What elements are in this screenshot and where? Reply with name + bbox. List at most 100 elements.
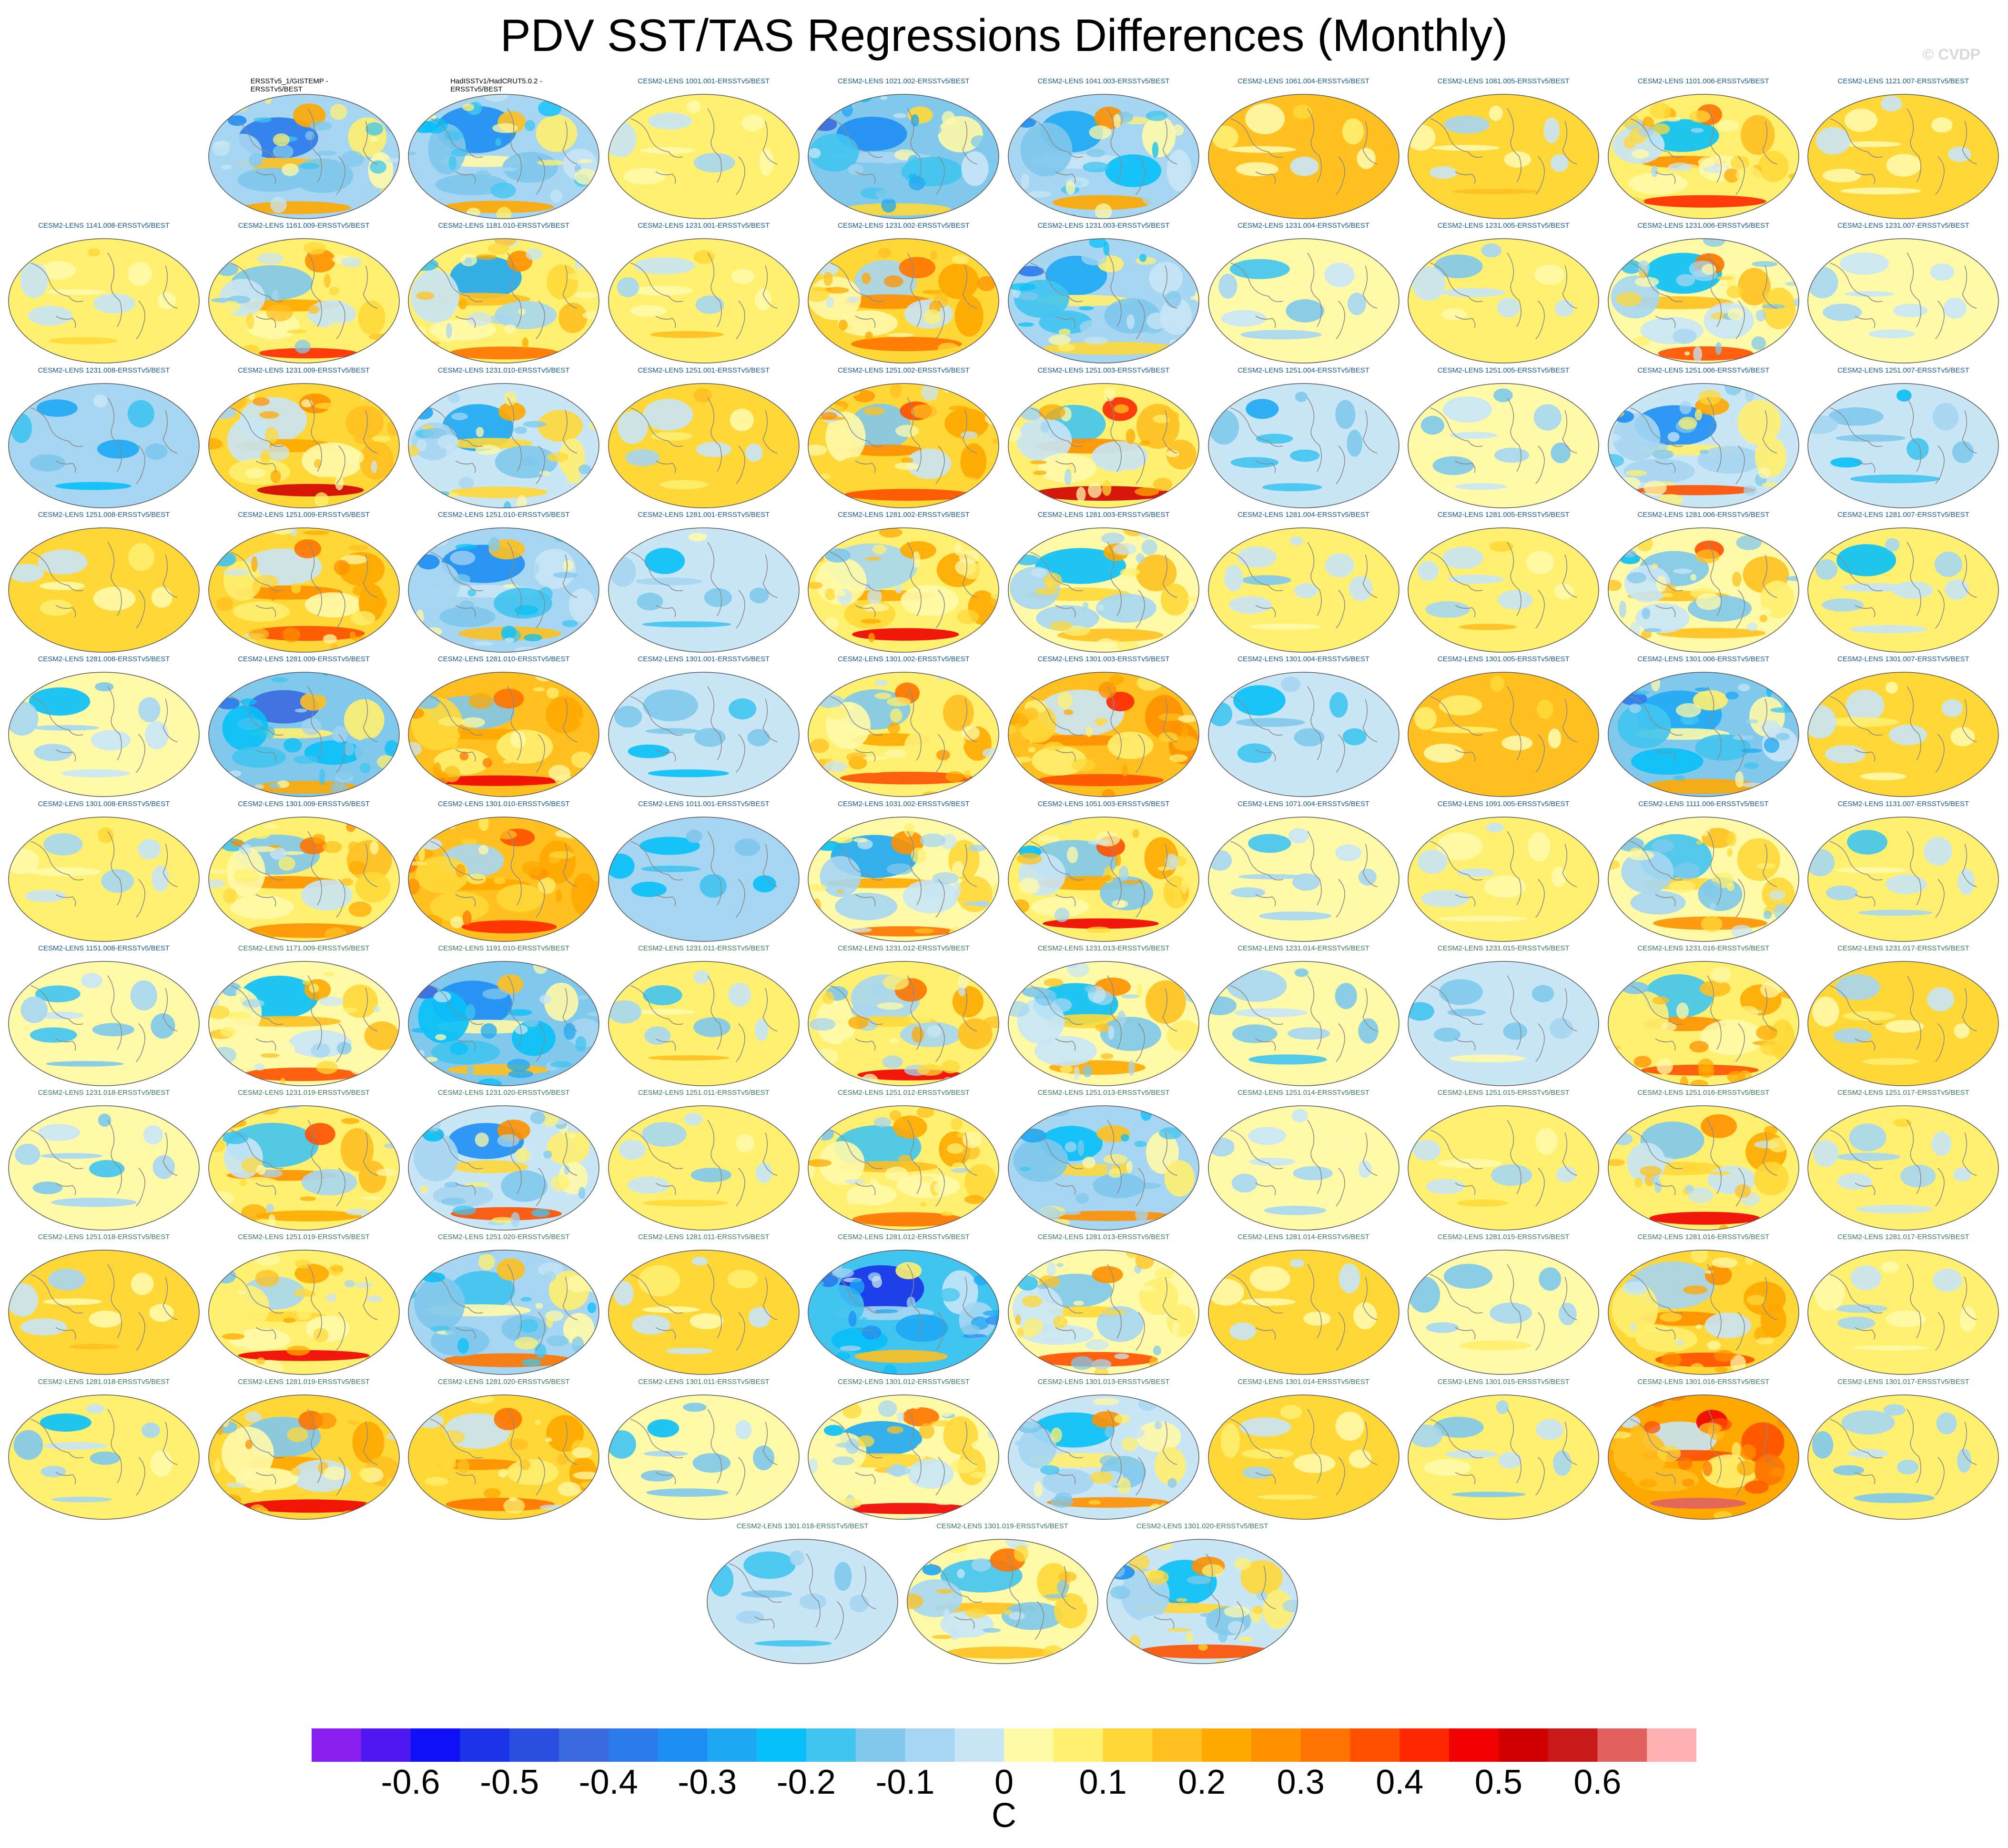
map-panel: CESM2-LENS 1111.006-ERSSTv5/BEST xyxy=(1607,800,1800,942)
anomaly-cell xyxy=(376,1169,397,1176)
map-panel: CESM2-LENS 1151.008-ERSSTv5/BEST xyxy=(8,944,200,1087)
anomaly-region xyxy=(736,1134,754,1152)
anomaly-cell xyxy=(1106,1509,1119,1519)
anomaly-region xyxy=(34,744,72,761)
anomaly-cell xyxy=(412,1071,426,1077)
anomaly-region xyxy=(610,829,623,838)
anomaly-cell xyxy=(867,588,882,605)
map-panel: CESM2-LENS 1231.006-ERSSTv5/BEST xyxy=(1607,222,1800,364)
map-panel-title: CESM2-LENS 1231.015-ERSSTv5/BEST xyxy=(1437,944,1570,952)
anomaly-region xyxy=(450,1271,515,1310)
anomaly-cell xyxy=(958,974,969,989)
anomaly-cell xyxy=(823,94,833,106)
anomaly-cell xyxy=(1085,726,1093,737)
anomaly-cell xyxy=(1082,1597,1091,1605)
anomaly-cell xyxy=(381,484,398,494)
anomaly-region xyxy=(449,486,548,498)
anomaly-cell xyxy=(942,1060,960,1073)
anomaly-region xyxy=(101,868,134,893)
anomaly-region xyxy=(1043,918,1159,929)
anomaly-cell xyxy=(1182,726,1188,738)
anomaly-cell xyxy=(230,352,242,356)
anomaly-cell xyxy=(809,1018,836,1030)
anomaly-cell xyxy=(438,717,465,727)
anomaly-cell xyxy=(286,1427,308,1442)
anomaly-cell xyxy=(1086,149,1105,157)
coastline xyxy=(30,1120,178,1207)
anomaly-region xyxy=(1016,117,1036,128)
anomaly-cell xyxy=(1082,1156,1095,1169)
anomaly-region xyxy=(1358,868,1377,886)
anomaly-cell xyxy=(1017,928,1040,934)
map-border xyxy=(1008,1394,1199,1520)
anomaly-cell xyxy=(503,501,511,508)
coastline xyxy=(430,108,578,195)
anomaly-region xyxy=(1618,990,1669,1043)
anomaly-cell xyxy=(530,1111,546,1124)
map-border xyxy=(906,1539,1098,1664)
anomaly-region xyxy=(1881,1261,1900,1273)
map-panel: HadISSTv1/HadCRUT5.0.2 - ERSSTv5/BEST xyxy=(407,77,600,220)
anomaly-cell xyxy=(1745,719,1758,724)
anomaly-cell xyxy=(809,1280,824,1287)
coastline xyxy=(1230,542,1378,628)
anomaly-cell xyxy=(314,458,321,468)
map-border xyxy=(1608,961,1799,1086)
anomaly-region xyxy=(1437,832,1483,860)
map-panel: CESM2-LENS 1231.019-ERSSTv5/BEST xyxy=(208,1089,400,1231)
anomaly-cell xyxy=(1071,1356,1094,1370)
anomaly-region xyxy=(1038,453,1096,483)
anomaly-cell xyxy=(388,681,399,689)
anomaly-cell xyxy=(408,1113,419,1119)
anomaly-cell xyxy=(1673,775,1685,781)
anomaly-cell xyxy=(1018,292,1038,301)
anomaly-cell xyxy=(1098,681,1116,698)
coastline xyxy=(230,397,378,484)
anomaly-region xyxy=(411,697,463,751)
anomaly-region xyxy=(1444,1264,1493,1289)
anomaly-region xyxy=(608,1430,636,1459)
map-background-field xyxy=(1408,672,1599,797)
anomaly-cell xyxy=(1042,1645,1064,1660)
anomaly-region xyxy=(735,1420,751,1440)
anomaly-cell xyxy=(343,1259,349,1274)
anomaly-cell xyxy=(1608,1394,1620,1402)
anomaly-region xyxy=(151,1450,172,1477)
anomaly-cell xyxy=(817,1048,839,1065)
anomaly-cell xyxy=(578,717,590,724)
anomaly-region xyxy=(1835,867,1908,873)
anomaly-cell xyxy=(1015,817,1040,824)
map-panel: CESM2-LENS 1191.010-ERSSTv5/BEST xyxy=(407,944,600,1087)
anomaly-cell xyxy=(1652,996,1669,1005)
anomaly-region xyxy=(610,1125,625,1135)
colorbar-segment xyxy=(1152,1728,1202,1762)
anomaly-region xyxy=(413,1133,459,1182)
anomaly-cell xyxy=(467,208,481,217)
anomaly-region xyxy=(964,1164,998,1201)
anomaly-cell xyxy=(1282,1599,1298,1613)
anomaly-cell xyxy=(408,1256,416,1261)
anomaly-cell xyxy=(1169,754,1187,762)
world-map xyxy=(707,1539,898,1664)
map-border xyxy=(208,94,400,219)
anomaly-region xyxy=(128,262,152,286)
anomaly-cell xyxy=(1621,476,1641,489)
anomaly-cell xyxy=(1638,260,1650,274)
map-panel: CESM2-LENS 1231.017-ERSSTv5/BEST xyxy=(1807,944,1999,1087)
anomaly-cell xyxy=(825,616,839,629)
anomaly-region xyxy=(1892,969,1917,981)
anomaly-region xyxy=(1952,441,1974,463)
anomaly-cell xyxy=(1114,1353,1129,1360)
anomaly-cell xyxy=(392,961,399,971)
map-panel: CESM2-LENS 1231.010-ERSSTv5/BEST xyxy=(407,366,600,509)
anomaly-cell xyxy=(445,1329,468,1335)
map-border xyxy=(1608,816,1799,942)
anomaly-region xyxy=(1329,692,1348,718)
anomaly-cell xyxy=(272,290,279,303)
anomaly-cell xyxy=(467,1064,475,1075)
anomaly-region xyxy=(230,895,294,919)
coastline xyxy=(1630,686,1777,773)
anomaly-region xyxy=(1441,308,1468,321)
map-panel-title: CESM2-LENS 1281.016-ERSSTv5/BEST xyxy=(1637,1233,1770,1242)
anomaly-cell xyxy=(808,582,823,589)
